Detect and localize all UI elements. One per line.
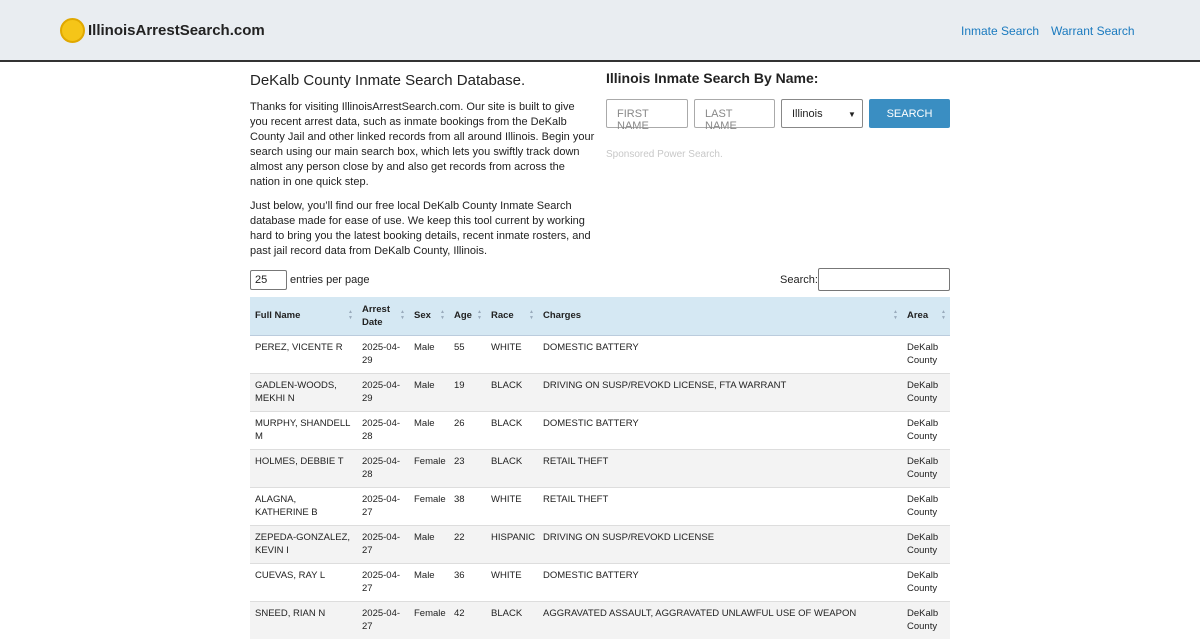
table-cell: BLACK <box>486 410 538 449</box>
table-cell: Male <box>409 524 449 563</box>
table-cell: WHITE <box>486 486 538 525</box>
table-cell: DRIVING ON SUSP/REVOKD LICENSE, FTA WARR… <box>538 372 902 411</box>
table-cell: MURPHY, SHANDELL M <box>250 410 357 449</box>
table-cell: WHITE <box>486 562 538 601</box>
page-size-select[interactable]: 25 <box>250 270 287 290</box>
table-cell: ZEPEDA-GONZALEZ, KEVIN I <box>250 524 357 563</box>
table-search-input[interactable] <box>818 268 950 291</box>
table-cell: GADLEN-WOODS, MEKHI N <box>250 372 357 411</box>
table-row: HOLMES, DEBBIE T 2025-04-28 Female 23 BLACK R… <box>250 448 950 487</box>
inmate-table: Full NameArrest DateSexAgeRaceChargesAre… <box>250 297 950 639</box>
table-cell: HOLMES, DEBBIE T <box>250 448 357 487</box>
table-cell: DeKalb County <box>902 562 950 601</box>
table-cell: Male <box>409 562 449 601</box>
table-cell: 2025-04-27 <box>357 486 409 525</box>
logo-text: IllinoisArrestSearch.com <box>88 22 265 39</box>
table-row: MURPHY, SHANDELL M 2025-04-28 Male 26 BLACK D… <box>250 410 950 449</box>
table-row: GADLEN-WOODS, MEKHI N 2025-04-29 Male 19 BLA… <box>250 372 950 411</box>
table-cell: DeKalb County <box>902 524 950 563</box>
first-name-input[interactable]: FIRST NAME <box>606 99 688 132</box>
header: IllinoisArrestSearch.com Inmate Search W… <box>0 0 1200 62</box>
header-row: Full NameArrest DateSexAgeRaceChargesAre… <box>250 297 950 336</box>
logo[interactable]: IllinoisArrestSearch.com <box>60 18 265 43</box>
table-cell: DRIVING ON SUSP/REVOKD LICENSE <box>538 524 902 563</box>
table-cell: DOMESTIC BATTERY <box>538 562 902 601</box>
nav-link[interactable]: Inmate Search <box>961 24 1040 38</box>
table-cell: 2025-04-27 <box>357 562 409 601</box>
intro-paragraph: Thanks for visiting IllinoisArrestSearch… <box>250 101 595 188</box>
table-cell: 26 <box>449 410 486 449</box>
table-cell: BLACK <box>486 448 538 487</box>
state-select[interactable]: Illinois <box>781 99 863 128</box>
table-cell: PEREZ, VICENTE R <box>250 334 357 373</box>
table-cell: 2025-04-29 <box>357 334 409 373</box>
table-row: ZEPEDA-GONZALEZ, KEVIN I 2025-04-27 Male 22… <box>250 524 950 563</box>
table-row: CUEVAS, RAY L 2025-04-27 Male 36 WHITE DOMEST… <box>250 562 950 601</box>
table-cell: RETAIL THEFT <box>538 486 902 525</box>
table-cell: 55 <box>449 334 486 373</box>
table-cell: Female <box>409 486 449 525</box>
search-button[interactable]: SEARCH <box>869 99 950 128</box>
select-arrow: ▼ <box>848 110 856 119</box>
table-cell: 22 <box>449 524 486 563</box>
table-cell: DeKalb County <box>902 410 950 449</box>
table-cell: DOMESTIC BATTERY <box>538 334 902 373</box>
column-header[interactable]: Charges <box>538 297 902 336</box>
table-cell: 2025-04-28 <box>357 410 409 449</box>
table-cell: Male <box>409 334 449 373</box>
table-cell: DeKalb County <box>902 448 950 487</box>
table-cell: Male <box>409 410 449 449</box>
column-header[interactable]: Arrest Date <box>357 297 409 336</box>
table-cell: Male <box>409 372 449 411</box>
page-body: IllinoisArrestSearch.com Inmate Search W… <box>0 0 1200 620</box>
column-header[interactable]: Sex <box>409 297 449 336</box>
last-name-input[interactable]: LAST NAME <box>694 99 775 132</box>
table-cell: ALAGNA, KATHERINE B <box>250 486 357 525</box>
table-cell: 19 <box>449 372 486 411</box>
intro-title: DeKalb County Inmate Search Database. <box>250 72 526 89</box>
search-label: Search: <box>780 274 818 286</box>
table-cell: RETAIL THEFT <box>538 448 902 487</box>
column-header[interactable]: Race <box>486 297 538 336</box>
table-body: PEREZ, VICENTE R 2025-04-29 Male 55 WHITE DOM… <box>250 334 950 639</box>
form-title: Illinois Inmate Search By Name: <box>606 70 819 86</box>
table-cell: Female <box>409 448 449 487</box>
sponsored-text: Sponsored Power Search. <box>606 149 723 160</box>
table-cell: WHITE <box>486 334 538 373</box>
table-cell: BLACK <box>486 372 538 411</box>
table-cell: DeKalb County <box>902 372 950 411</box>
table-cell: 2025-04-29 <box>357 372 409 411</box>
column-header[interactable]: Full Name <box>250 297 357 336</box>
table-cell: 38 <box>449 486 486 525</box>
table-cell: DeKalb County <box>902 334 950 373</box>
table-cell: CUEVAS, RAY L <box>250 562 357 601</box>
table-cell: 23 <box>449 448 486 487</box>
logo-icon <box>60 18 85 43</box>
column-header[interactable]: Area <box>902 297 950 336</box>
table-cell: DOMESTIC BATTERY <box>538 410 902 449</box>
nav-link[interactable]: Warrant Search <box>1051 24 1135 38</box>
table-cell: HISPANIC <box>486 524 538 563</box>
page-size-label: entries per page <box>290 274 370 286</box>
table-row: PEREZ, VICENTE R 2025-04-29 Male 55 WHITE DOM… <box>250 334 950 373</box>
table-cell: DeKalb County <box>902 486 950 525</box>
table-cell: 2025-04-27 <box>357 524 409 563</box>
table-cell: 2025-04-28 <box>357 448 409 487</box>
page: DeKalb County Inmate Search {"header":{"… <box>0 0 1200 620</box>
table-cell: 36 <box>449 562 486 601</box>
column-header[interactable]: Age <box>449 297 486 336</box>
intro: DeKalb County Inmate Search Database. Th… <box>250 72 595 268</box>
table-row: ALAGNA, KATHERINE B 2025-04-27 Female 38 WHI… <box>250 486 950 525</box>
intro-paragraph: Just below, you’ll find our free local D… <box>250 200 591 257</box>
